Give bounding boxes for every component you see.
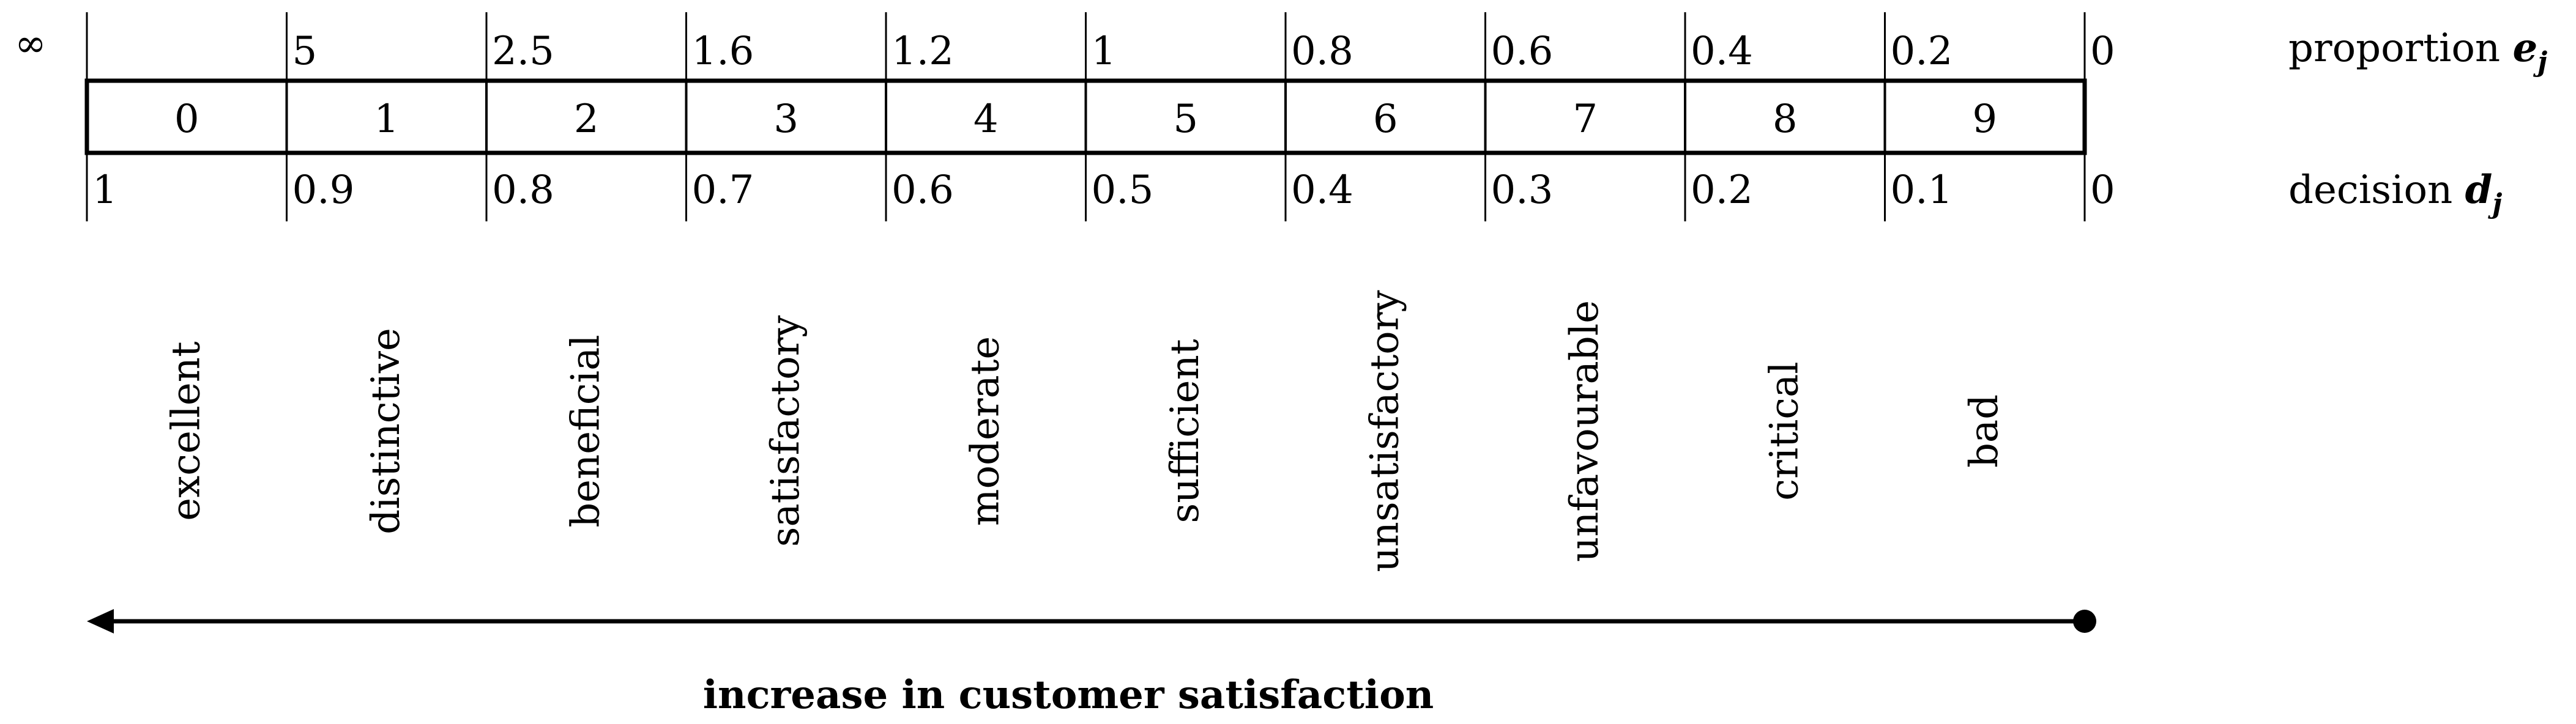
rating-label: moderate [962,336,1008,526]
proportion-value: 0.2 [1891,29,1953,74]
proportion-value: 2.5 [492,29,554,74]
infinity-symbol: ∞ [15,21,47,65]
proportion-value: 0 [2090,29,2115,74]
category-number: 1 [374,97,399,142]
rating-label: sufficient [1163,339,1208,523]
decision-label-text: decision [2288,168,2465,213]
arrow-head-icon [87,609,114,634]
decision-value: 0 [2090,168,2115,213]
decision-value: 0.3 [1491,168,1554,213]
category-number: 3 [773,97,798,142]
decision-value: 0.1 [1891,168,1953,213]
decision-value: 1 [92,168,117,213]
category-number: 8 [1773,97,1798,142]
rating-label: satisfactory [763,316,808,547]
category-number: 6 [1373,97,1398,142]
proportion-value: 5 [292,29,318,74]
proportion-value: 1.6 [692,29,754,74]
arrow-caption: increase in customer satisfaction [703,672,1434,718]
rating-label: unfavourable [1562,300,1607,562]
proportion-value: 0.6 [1491,29,1554,74]
decision-value: 0.2 [1691,168,1753,213]
rating-label: distinctive [363,328,409,534]
category-number: 0 [174,97,199,142]
rating-label: beneficial [563,334,608,528]
decision-value: 0.7 [692,168,754,213]
decision-value: 0.8 [492,168,554,213]
arrow-start-dot-icon [2073,610,2096,633]
category-number: 2 [574,97,599,142]
proportion-value: 1 [1092,29,1117,74]
category-number: 5 [1173,97,1198,142]
decision-value: 0.9 [292,168,355,213]
rating-label: excellent [163,341,209,521]
decision-value: 0.5 [1092,168,1154,213]
proportion-label-text: proportion [2288,26,2512,71]
category-number: 9 [1972,97,1997,142]
decision-value: 0.6 [892,168,954,213]
proportion-value: 1.2 [892,29,954,74]
proportion-label-symbol: e [2512,25,2537,71]
category-number: 4 [973,97,999,142]
rating-label: bad [1962,394,2007,468]
decision-value: 0.4 [1291,168,1353,213]
decision-label-symbol: d [2465,167,2493,213]
rating-label: unsatisfactory [1362,290,1407,572]
rating-label: critical [1762,361,1807,501]
scale-labels: 5 2.5 1.6 1.2 1 0.8 0.6 0.4 0.2 0 0 1 2 3 4 5 6 7 8 9 1 0.9 0.… [92,29,2115,572]
proportion-label: proportion ej [2288,25,2547,78]
category-number: 7 [1573,97,1598,142]
proportion-value: 0.8 [1291,29,1353,74]
scale-grid [84,12,2087,221]
decision-label: decision dj [2288,167,2502,220]
proportion-value: 0.4 [1691,29,1753,74]
